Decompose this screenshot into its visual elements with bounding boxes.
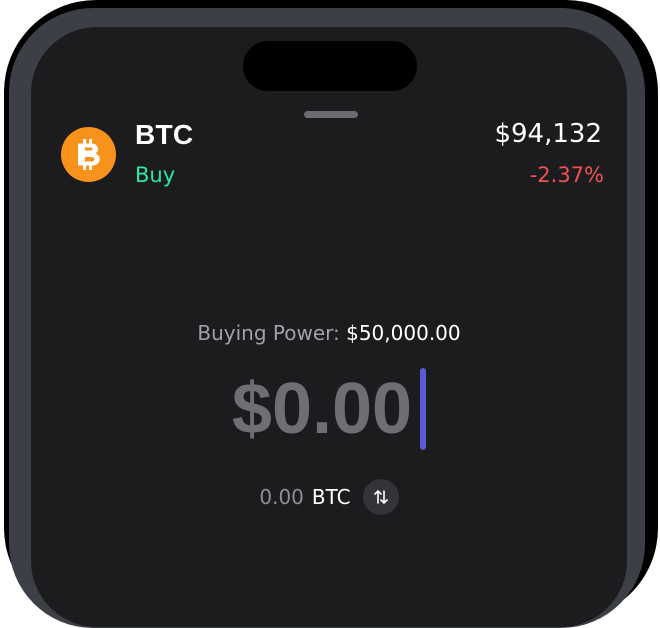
sheet-grabber[interactable] [304, 111, 358, 118]
asset-price: $94,132 [494, 119, 602, 149]
bitcoin-icon [61, 127, 116, 182]
screen: BTC Buy $94,132 -2.37% Buying Power: $50… [31, 27, 627, 627]
swap-currency-button[interactable] [362, 479, 399, 515]
converted-amount: 0.00 [259, 485, 304, 509]
converted-unit: BTC [311, 485, 351, 509]
dynamic-island [243, 41, 417, 91]
swap-vertical-icon [373, 490, 388, 504]
buying-power-label: Buying Power: [197, 321, 340, 345]
conversion-row: 0.00 BTC [31, 479, 627, 515]
order-amount[interactable]: $0.00 [231, 369, 413, 449]
amount-input[interactable]: $0.00 [31, 367, 627, 451]
price-change: -2.37% [529, 163, 604, 187]
asset-symbol: BTC [135, 119, 194, 150]
buying-power: Buying Power: $50,000.00 [31, 321, 627, 345]
buying-power-value: $50,000.00 [346, 321, 461, 345]
text-cursor [420, 368, 427, 450]
order-side-label: Buy [135, 163, 176, 187]
